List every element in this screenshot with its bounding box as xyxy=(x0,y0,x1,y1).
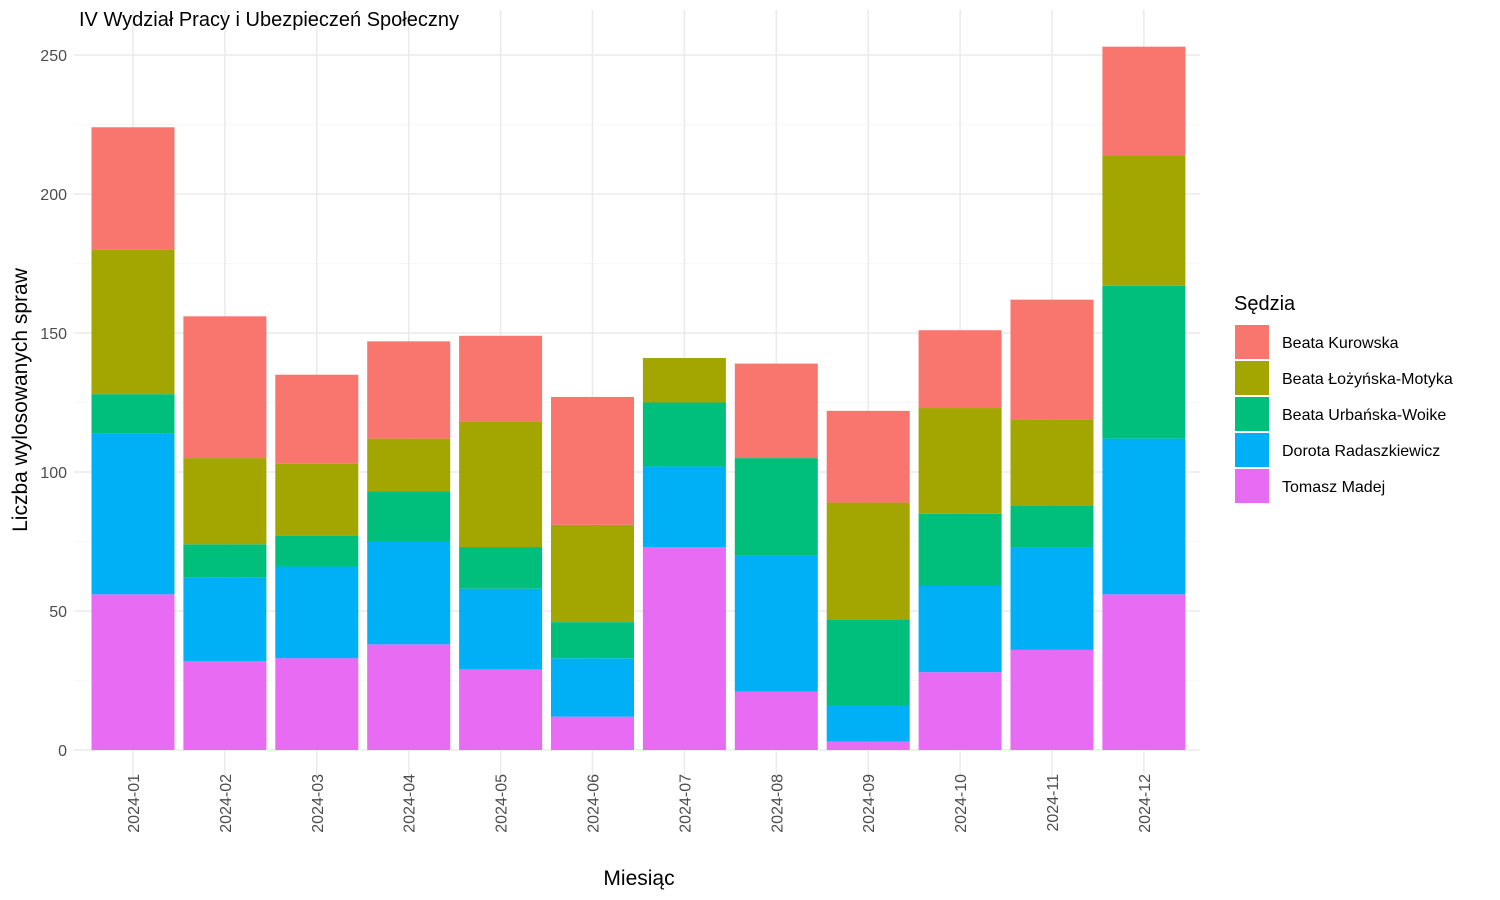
y-axis-ticks: 0 50 100 150 200 250 xyxy=(40,48,67,760)
legend-swatch xyxy=(1235,469,1269,503)
x-tick-label: 2024-05 xyxy=(494,774,511,833)
legend-swatch xyxy=(1235,361,1269,395)
x-tick-label: 2024-09 xyxy=(861,774,878,833)
bar-segment xyxy=(1010,505,1094,548)
bar-segment xyxy=(183,577,267,662)
bar-segment xyxy=(1010,419,1094,506)
bar-segment xyxy=(1010,649,1094,750)
y-tick-label: 200 xyxy=(40,187,67,204)
bar-segment xyxy=(275,566,359,659)
bar-segment xyxy=(459,547,543,589)
bar-segment xyxy=(367,491,451,542)
bar-segment xyxy=(367,644,451,750)
bar-segment xyxy=(183,458,267,545)
x-tick-label: 2024-08 xyxy=(769,774,786,833)
bar-segment xyxy=(459,588,543,670)
bar-segment xyxy=(826,705,910,742)
bar-segment xyxy=(826,502,910,620)
bar-segment xyxy=(1010,547,1094,650)
x-tick-label: 2024-03 xyxy=(310,774,327,833)
y-axis-title: Liczba wylosowanych spraw xyxy=(9,267,32,532)
x-tick-label: 2024-10 xyxy=(953,774,970,833)
bar-segment xyxy=(551,396,634,525)
bar-segment xyxy=(551,716,634,750)
bar-segment xyxy=(367,438,451,492)
bar-segment xyxy=(918,585,1002,673)
bar-segment xyxy=(183,316,267,459)
x-tick-label: 2024-12 xyxy=(1137,774,1154,833)
bar-segment xyxy=(642,547,726,750)
legend-label: Tomasz Madej xyxy=(1282,479,1385,496)
bar-segment xyxy=(826,741,910,750)
bar-segment xyxy=(642,402,726,467)
legend-label: Beata Kurowska xyxy=(1282,335,1399,352)
x-axis-ticks: 2024-01 2024-02 2024-03 2024-04 2024-05 2024-… xyxy=(126,774,1154,833)
bar-segment xyxy=(275,463,359,536)
y-tick-label: 250 xyxy=(40,48,67,65)
bar-segment xyxy=(551,622,634,659)
bar-segment xyxy=(918,672,1002,750)
bar-segment xyxy=(275,535,359,567)
bar-segment xyxy=(275,658,359,750)
legend-label: Dorota Radaszkiewicz xyxy=(1282,443,1440,460)
bar-segment xyxy=(642,358,726,403)
bar-segment xyxy=(734,363,818,459)
bar-segment xyxy=(1102,285,1186,439)
bar-segment xyxy=(826,619,910,706)
legend-swatch xyxy=(1235,325,1269,359)
bar-segment xyxy=(642,466,726,548)
bar-segment xyxy=(459,669,543,750)
x-tick-label: 2024-11 xyxy=(1045,774,1062,832)
y-tick-label: 150 xyxy=(40,326,67,343)
bar-segment xyxy=(183,661,267,750)
x-tick-label: 2024-01 xyxy=(126,774,143,833)
bar-segment xyxy=(91,249,175,395)
bar-segment xyxy=(918,513,1002,586)
legend-title: Sędzia xyxy=(1234,293,1296,315)
legend: Sędzia Beata Kurowska Beata Łożyńska-Moty… xyxy=(1234,293,1453,503)
bar-segment xyxy=(1102,46,1186,156)
x-tick-label: 2024-02 xyxy=(218,774,235,833)
legend-label: Beata Urbańska-Woike xyxy=(1282,407,1446,424)
y-tick-label: 0 xyxy=(58,743,67,760)
bar-segment xyxy=(551,524,634,623)
bar-segment xyxy=(183,544,267,578)
bar-segment xyxy=(918,408,1002,514)
x-tick-label: 2024-07 xyxy=(677,774,694,833)
bar-segment xyxy=(367,341,451,439)
bar-segment xyxy=(551,658,634,717)
bar-segment xyxy=(459,335,543,422)
bar-segment xyxy=(91,594,175,750)
bar-segment xyxy=(91,433,175,595)
legend-swatch xyxy=(1235,433,1269,467)
x-tick-label: 2024-04 xyxy=(402,774,419,833)
x-tick-label: 2024-06 xyxy=(586,774,603,833)
bar-segment xyxy=(91,394,175,434)
bar-segment xyxy=(1010,299,1094,420)
bar-segment xyxy=(734,458,818,556)
chart-title: IV Wydział Pracy i Ubezpieczeń Społeczny xyxy=(79,9,459,31)
bar-segment xyxy=(918,330,1002,409)
legend-swatch xyxy=(1235,397,1269,431)
bar-segment xyxy=(91,127,175,250)
y-tick-label: 50 xyxy=(49,604,67,621)
bar-segment xyxy=(826,410,910,503)
bar-segment xyxy=(459,421,543,548)
y-tick-label: 100 xyxy=(40,465,67,482)
bar-segment xyxy=(1102,594,1186,750)
bar-segment xyxy=(734,555,818,692)
bar-segment xyxy=(1102,155,1186,286)
x-axis-title: Miesiąc xyxy=(603,867,674,890)
bar-segment xyxy=(367,541,451,645)
legend-label: Beata Łożyńska-Motyka xyxy=(1282,371,1453,388)
bars xyxy=(91,46,1186,750)
bar-segment xyxy=(275,374,359,464)
bar-segment xyxy=(734,691,818,750)
bar-segment xyxy=(1102,438,1186,595)
